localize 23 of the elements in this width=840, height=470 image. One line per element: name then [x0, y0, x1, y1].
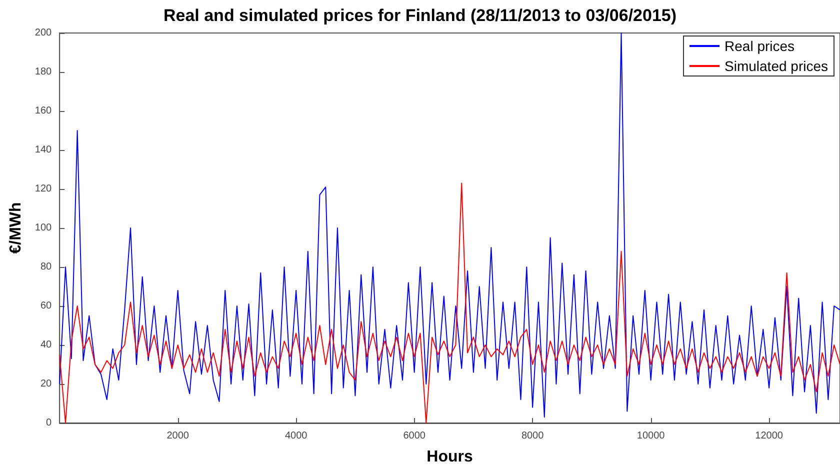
legend-label: Simulated prices: [724, 58, 828, 74]
legend-label: Real prices: [724, 38, 795, 54]
line-series: [59, 32, 840, 418]
x-tick-label: 10000: [636, 430, 666, 442]
y-axis-title: €/MWh: [8, 202, 24, 254]
y-tick-label: 20: [40, 378, 52, 390]
x-tick-label: 4000: [284, 430, 308, 442]
y-tick-label: 100: [34, 222, 52, 234]
y-tick-label: 180: [34, 66, 52, 78]
y-tick-label: 60: [40, 300, 52, 312]
x-tick-label: 2000: [166, 430, 190, 442]
x-axis-title: Hours: [426, 448, 474, 466]
x-tick-label: 8000: [521, 430, 544, 442]
y-tick-label: 200: [34, 28, 52, 38]
y-tick-label: 0: [46, 418, 52, 428]
y-tick-label: 160: [34, 106, 52, 116]
y-tick-label: 40: [40, 340, 52, 350]
y-tick-label: 120: [34, 184, 52, 194]
y-tick-label: 140: [34, 144, 52, 156]
y-tick-label: 80: [40, 262, 52, 272]
x-tick-label: 6000: [403, 430, 426, 442]
x-tick-label: 12000: [755, 430, 784, 442]
chart-title: Real and simulated prices for Finland (28/11/2013 to 03/06/2015): [163, 6, 677, 25]
